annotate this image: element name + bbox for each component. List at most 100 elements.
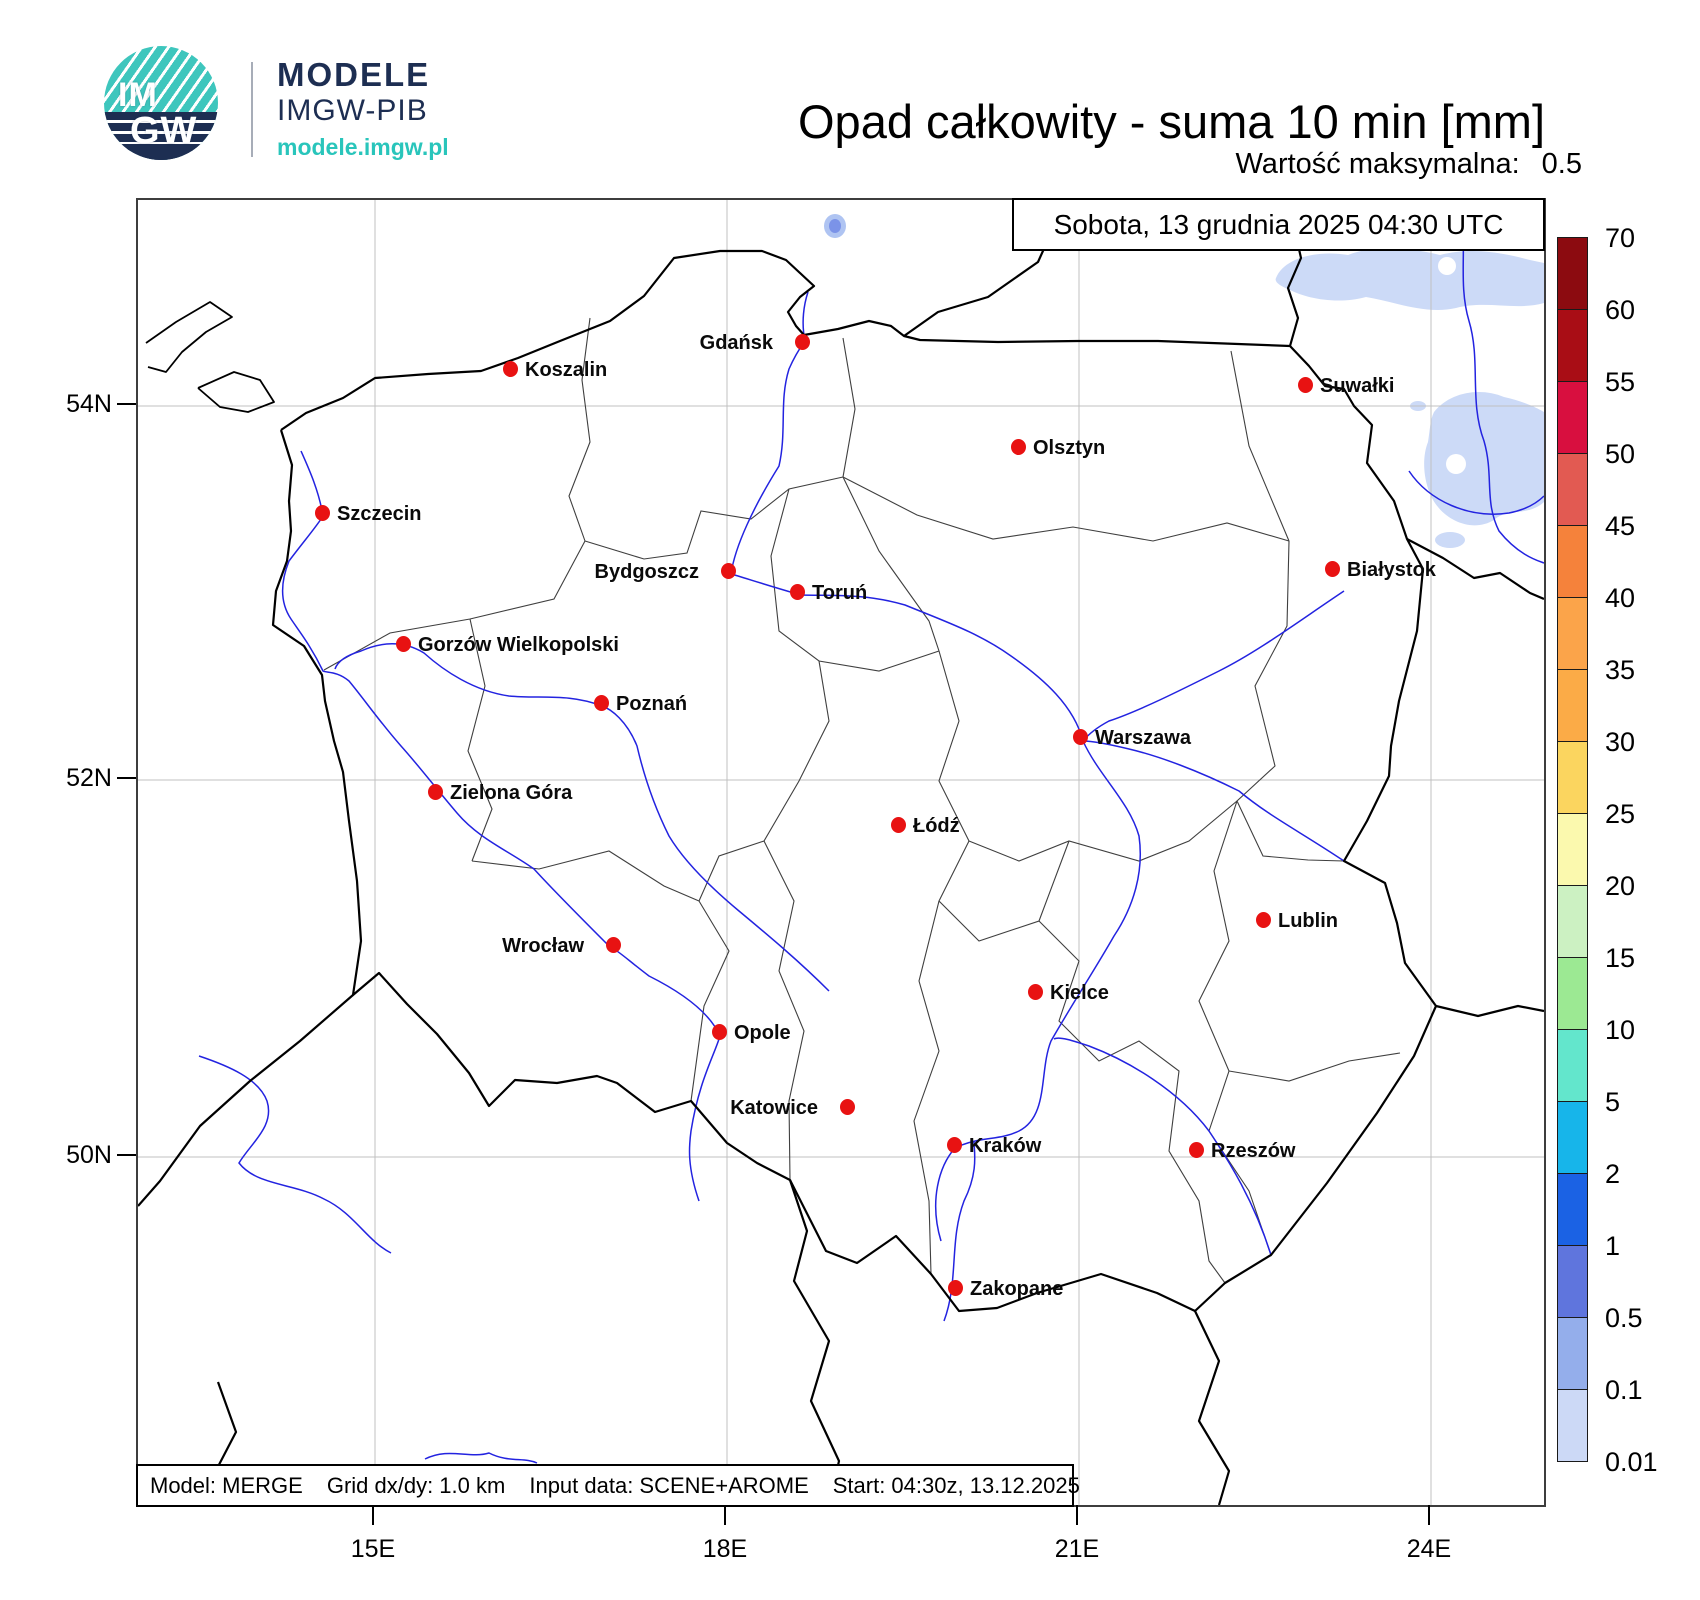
lon-tick-label: 21E (1054, 1535, 1100, 1563)
city-dot-icon (891, 817, 906, 833)
city-dot-icon (721, 563, 736, 579)
imgw-logo-icon (104, 46, 218, 160)
model-info-item: Input data: SCENE+AROME (529, 1472, 809, 1498)
city-dot-icon (790, 584, 805, 600)
max-value-label: Wartość maksymalna: (1235, 148, 1520, 180)
colorbar-tick-label: 10 (1605, 1015, 1636, 1045)
city-dot-icon (712, 1024, 727, 1040)
model-info-box: Model: MERGE Grid dx/dy: 1.0 km Input data… (136, 1464, 1080, 1507)
city-dot-icon (594, 695, 609, 711)
colorbar-tick-label: 60 (1605, 295, 1636, 325)
model-info-item: Grid dx/dy: 1.0 km (326, 1472, 506, 1498)
lat-tick-label: 54N (66, 390, 112, 418)
colorbar-tick-label: 5 (1605, 1087, 1621, 1117)
city-label: Suwałki (1320, 375, 1395, 397)
map-graphics (138, 200, 1544, 1505)
lat-tick-label: 50N (66, 1141, 112, 1169)
colorbar-tick-label: 0.01 (1605, 1447, 1658, 1477)
logo-wave-band-solid (104, 144, 218, 160)
city-dot-icon (606, 937, 621, 953)
city-dot-icon (315, 505, 330, 521)
city-dot-icon (1189, 1142, 1204, 1158)
colorbar-tick-label: 55 (1605, 367, 1636, 397)
city-label: Kraków (969, 1135, 1042, 1157)
city-label: Lublin (1278, 910, 1338, 932)
colorbar-tick-label: 2 (1605, 1159, 1621, 1189)
city-dot-icon (795, 334, 810, 350)
city-label: Katowice (730, 1097, 818, 1119)
country-borders (138, 200, 1544, 1505)
city-label: Białystok (1347, 559, 1436, 581)
colorbar-segment-35-40 (1557, 597, 1588, 670)
city-dot-icon (1011, 439, 1026, 455)
colorbar-segment-5-10 (1557, 1029, 1588, 1102)
colorbar (1557, 237, 1588, 1462)
city-label: Toruń (812, 582, 868, 604)
colorbar-segment-0.5-1 (1557, 1245, 1588, 1318)
valid-time-box: Sobota, 13 grudnia 2025 04:30 UTC (1012, 198, 1545, 251)
city-label: Koszalin (525, 359, 608, 381)
colorbar-tick-label: 40 (1605, 583, 1636, 613)
city-label: Poznań (616, 693, 688, 715)
lon-tick-label: 24E (1406, 1535, 1452, 1563)
brand-name: MODELE (277, 56, 431, 93)
max-value: 0.5 (1541, 148, 1582, 180)
colorbar-tick-label: 15 (1605, 943, 1636, 973)
city-label: Zielona Góra (450, 782, 573, 804)
brand-url[interactable]: modele.imgw.pl (277, 134, 449, 160)
colorbar-segment-50-55 (1557, 381, 1588, 454)
lat-tick-label: 52N (66, 764, 112, 792)
logo-divider (251, 62, 253, 157)
city-label: Szczecin (337, 503, 422, 525)
lon-tick-label: 15E (350, 1535, 396, 1563)
city-label: Gdańsk (699, 332, 773, 354)
city-dot-icon (947, 1137, 962, 1153)
province-borders (323, 317, 1401, 1284)
model-info-item: Model: MERGE (150, 1472, 303, 1498)
city-dot-icon (503, 361, 518, 377)
city-dot-icon (396, 636, 411, 652)
city-label: Bydgoszcz (594, 561, 699, 583)
lon-tick-mark (724, 1505, 726, 1525)
map-canvas[interactable]: Sobota, 13 grudnia 2025 04:30 UTC Model:… (136, 198, 1546, 1507)
colorbar-tick-label: 30 (1605, 727, 1636, 757)
colorbar-segment-2-5 (1557, 1101, 1588, 1174)
colorbar-tick-label: 35 (1605, 655, 1636, 685)
city-label: Zakopane (970, 1278, 1064, 1300)
colorbar-segment-20-25 (1557, 813, 1588, 886)
colorbar-segment-45-50 (1557, 453, 1588, 526)
city-dot-icon (1028, 984, 1043, 1000)
logo-monogram-bottom: GW (130, 110, 198, 152)
lat-tick-mark (117, 403, 136, 405)
colorbar-segment-15-20 (1557, 885, 1588, 958)
city-label: Kielce (1050, 982, 1109, 1004)
colorbar-tick-label: 20 (1605, 871, 1636, 901)
city-label: Łódź (913, 815, 960, 837)
city-label: Olsztyn (1033, 437, 1106, 459)
colorbar-segment-10-15 (1557, 957, 1588, 1030)
max-value-line: Wartość maksymalna: 0.5 (900, 148, 1582, 181)
colorbar-segment-60-70 (1557, 237, 1588, 310)
city-label: Gorzów Wielkopolski (418, 634, 619, 656)
city-label: Rzeszów (1211, 1140, 1296, 1162)
colorbar-tick-label: 45 (1605, 511, 1636, 541)
city-dot-icon (428, 784, 443, 800)
city-dot-icon (1073, 729, 1088, 745)
page-title: Opad całkowity - suma 10 min [mm] (798, 95, 1545, 148)
lat-tick-mark (117, 777, 136, 779)
city-dot-icon (1256, 912, 1271, 928)
colorbar-tick-label: 0.5 (1605, 1303, 1643, 1333)
lon-tick-label: 18E (702, 1535, 748, 1563)
lon-tick-mark (1428, 1505, 1430, 1525)
model-info-item: Start: 04:30z, 13.12.2025 (832, 1472, 1080, 1498)
city-dot-icon (1325, 561, 1340, 577)
graticule-grid (138, 200, 1544, 1505)
colorbar-segment-25-30 (1557, 741, 1588, 814)
lat-tick-mark (117, 1154, 136, 1156)
colorbar-segment-55-60 (1557, 309, 1588, 382)
precipitation-cell-max (824, 214, 846, 238)
colorbar-tick-label: 50 (1605, 439, 1636, 469)
colorbar-segment-1-2 (1557, 1173, 1588, 1246)
colorbar-tick-label: 70 (1605, 223, 1636, 253)
